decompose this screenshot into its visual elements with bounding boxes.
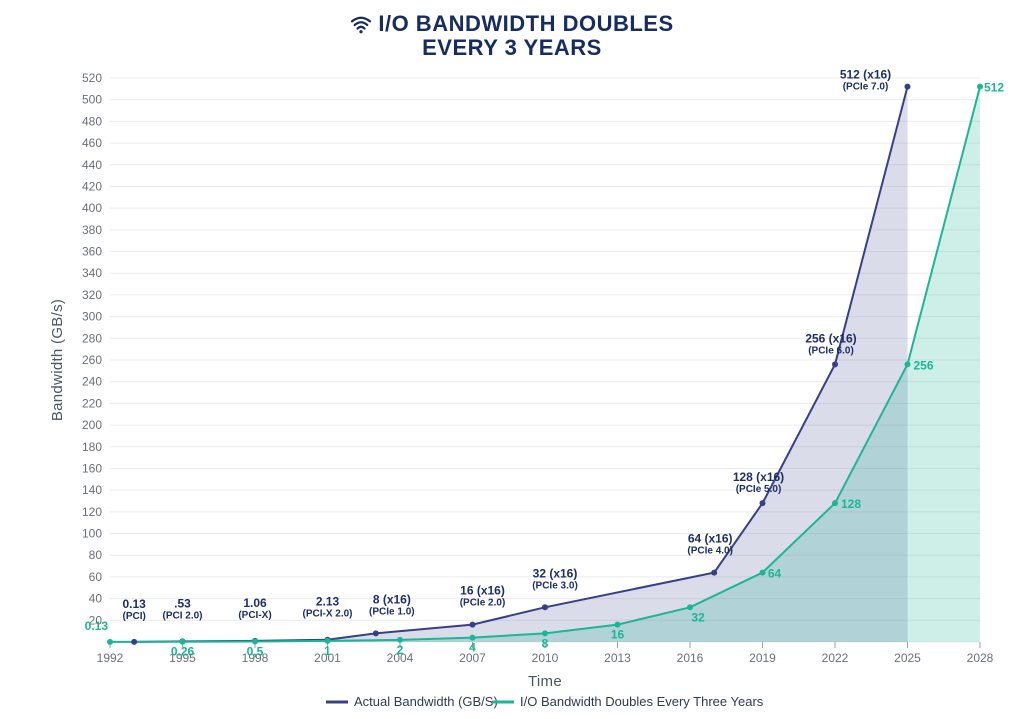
- series-a-point-label: 512 (x16): [840, 68, 891, 82]
- x-tick-label: 2010: [532, 651, 559, 665]
- series-a-marker: [470, 622, 476, 628]
- y-tick-label: 140: [82, 483, 102, 497]
- series-b-point-label: 0.13: [85, 619, 109, 633]
- series-a-point-label: 16 (x16): [460, 584, 505, 598]
- x-axis-title: Time: [528, 673, 562, 690]
- series-a-point-sublabel: (PCIe 2.0): [460, 598, 506, 609]
- series-a-point-label: 0.13: [122, 597, 146, 611]
- y-tick-label: 120: [82, 505, 102, 519]
- series-a-point-label: 64 (x16): [688, 532, 733, 546]
- y-tick-label: 160: [82, 461, 102, 475]
- series-b-point-label: 8: [542, 636, 549, 650]
- y-tick-label: 40: [89, 592, 103, 606]
- series-a-point-sublabel: (PCIe 1.0): [369, 606, 415, 617]
- series-a-marker: [131, 639, 137, 645]
- y-tick-label: 100: [82, 527, 102, 541]
- y-tick-label: 400: [82, 201, 102, 215]
- series-a-point-label: .53: [174, 596, 191, 610]
- series-b-point-label: 2: [397, 643, 404, 657]
- series-a-point-label: 1.06: [243, 596, 267, 610]
- legend-label-a: Actual Bandwidth (GB/S): [354, 694, 498, 709]
- y-tick-label: 80: [89, 548, 103, 562]
- series-a-point-sublabel: (PCIe 5.0): [736, 484, 782, 495]
- y-tick-label: 520: [82, 71, 102, 85]
- series-a-point-label: 32 (x16): [533, 566, 578, 580]
- series-a-marker: [542, 604, 548, 610]
- y-tick-label: 280: [82, 331, 102, 345]
- series-a-point-sublabel: (PCIe 6.0): [808, 345, 854, 356]
- series-b-marker: [905, 361, 911, 367]
- y-tick-label: 440: [82, 158, 102, 172]
- series-b-point-label: 4: [469, 641, 476, 655]
- series-a-point-sublabel: (PCI): [122, 611, 145, 622]
- series-b-point-label: 32: [691, 610, 705, 624]
- series-b-point-label: 0,5: [247, 644, 264, 658]
- series-b-marker: [977, 84, 983, 90]
- y-tick-label: 360: [82, 245, 102, 259]
- series-a-point-sublabel: (PCI 2.0): [162, 610, 202, 621]
- series-a-marker: [832, 361, 838, 367]
- series-b-marker: [107, 639, 113, 645]
- series-a-point-label: 2.13: [316, 595, 340, 609]
- series-b-point-label: 256: [913, 358, 933, 372]
- series-b-marker: [832, 500, 838, 506]
- series-b-point-label: 0.26: [171, 645, 195, 659]
- series-a-point-sublabel: (PCI-X 2.0): [302, 609, 352, 620]
- y-tick-label: 200: [82, 418, 102, 432]
- x-tick-label: 2028: [967, 651, 994, 665]
- series-a-point-label: 256 (x16): [805, 331, 856, 345]
- y-tick-label: 240: [82, 375, 102, 389]
- series-a-point-sublabel: (PCIe 4.0): [687, 546, 733, 557]
- y-tick-label: 380: [82, 223, 102, 237]
- x-tick-label: 2022: [822, 651, 849, 665]
- series-a-marker: [760, 500, 766, 506]
- series-a-marker: [905, 84, 911, 90]
- y-tick-label: 460: [82, 136, 102, 150]
- series-a-point-sublabel: (PCIe 3.0): [532, 580, 578, 591]
- series-b-point-label: 64: [768, 567, 782, 581]
- y-tick-label: 480: [82, 114, 102, 128]
- bandwidth-chart: 2040608010012014016018020022024026028030…: [0, 0, 1024, 719]
- series-a-point-sublabel: (PCI-X): [238, 610, 271, 621]
- y-axis-title: Bandwidth (GB/s): [49, 299, 66, 421]
- y-tick-label: 340: [82, 266, 102, 280]
- series-a-point-label: 8 (x16): [373, 592, 411, 606]
- x-tick-label: 2019: [749, 651, 776, 665]
- series-b-point-label: 16: [611, 628, 625, 642]
- y-tick-label: 220: [82, 396, 102, 410]
- y-tick-label: 420: [82, 179, 102, 193]
- x-tick-label: 2016: [677, 651, 704, 665]
- series-b-point-label: 128: [841, 497, 861, 511]
- series-b-point-label: 512: [984, 81, 1004, 95]
- y-tick-label: 180: [82, 440, 102, 454]
- series-a-point-label: 128 (x16): [733, 470, 784, 484]
- y-tick-label: 60: [89, 570, 103, 584]
- x-tick-label: 2025: [894, 651, 921, 665]
- series-a-point-sublabel: (PCIe 7.0): [843, 82, 889, 93]
- series-a-marker: [373, 630, 379, 636]
- x-tick-label: 2013: [604, 651, 631, 665]
- y-tick-label: 500: [82, 93, 102, 107]
- x-tick-label: 1992: [97, 651, 124, 665]
- series-a-marker: [711, 570, 717, 576]
- y-tick-label: 260: [82, 353, 102, 367]
- y-tick-label: 300: [82, 310, 102, 324]
- y-tick-label: 320: [82, 288, 102, 302]
- series-b-point-label: 1: [324, 644, 331, 658]
- series-b-marker: [760, 570, 766, 576]
- legend-label-b: I/O Bandwidth Doubles Every Three Years: [520, 694, 764, 709]
